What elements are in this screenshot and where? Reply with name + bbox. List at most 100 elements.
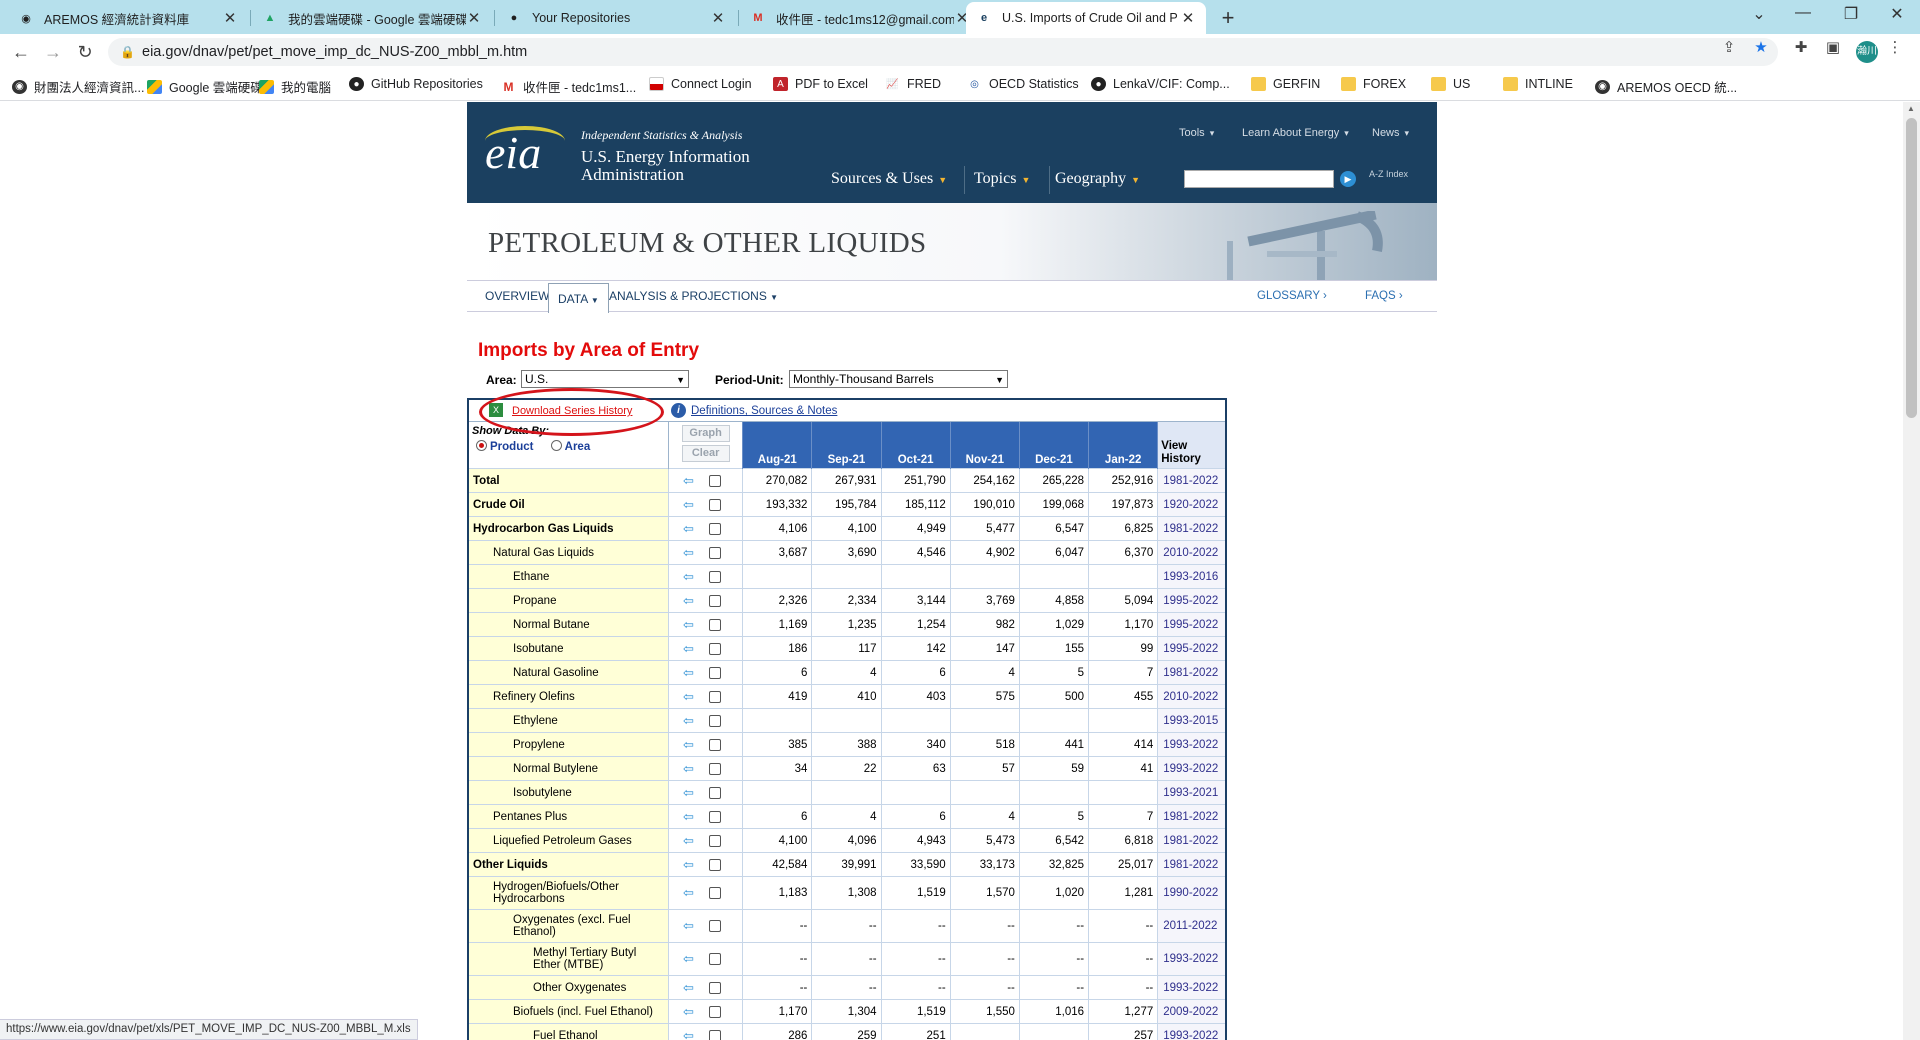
series-arrow-icon[interactable]: ⇦: [683, 784, 694, 800]
view-history-link[interactable]: 1995-2022: [1157, 588, 1225, 613]
graph-checkbox[interactable]: [709, 810, 722, 823]
series-arrow-icon[interactable]: ⇦: [683, 496, 694, 512]
series-arrow-icon[interactable]: ⇦: [683, 808, 694, 824]
view-history-link[interactable]: 1990-2022: [1157, 876, 1225, 910]
series-arrow-icon[interactable]: ⇦: [683, 1003, 694, 1019]
bookmark-item[interactable]: ◎ OECD Statistics: [967, 77, 1078, 91]
clear-button[interactable]: Clear: [681, 445, 730, 462]
graph-checkbox[interactable]: [709, 690, 722, 703]
graph-checkbox[interactable]: [709, 714, 722, 727]
series-arrow-icon[interactable]: ⇦: [683, 760, 694, 776]
graph-button[interactable]: Graph: [681, 425, 730, 442]
tab-overview[interactable]: OVERVIEW: [485, 289, 550, 303]
graph-checkbox[interactable]: [709, 786, 722, 799]
bookmark-item[interactable]: 📈 FRED: [885, 77, 941, 91]
tab-aremos[interactable]: ◉ AREMOS 經濟統計資料庫 ✕: [8, 2, 248, 34]
view-history-link[interactable]: 1993-2021: [1157, 780, 1225, 805]
area-radio[interactable]: [550, 440, 562, 451]
series-arrow-icon[interactable]: ⇦: [683, 885, 694, 900]
series-arrow-icon[interactable]: ⇦: [683, 856, 694, 872]
view-history-link[interactable]: 1993-2016: [1157, 564, 1225, 589]
graph-checkbox[interactable]: [709, 858, 722, 871]
bookmark-item[interactable]: US: [1431, 77, 1470, 91]
view-history-link[interactable]: 1920-2022: [1157, 492, 1225, 517]
graph-checkbox[interactable]: [709, 762, 722, 775]
tab-google-drive[interactable]: ▲ 我的雲端硬碟 - Google 雲端硬碟 ✕: [252, 2, 492, 34]
view-history-link[interactable]: 1981-2022: [1157, 852, 1225, 877]
graph-checkbox[interactable]: [709, 953, 722, 965]
tab-eia-active[interactable]: e U.S. Imports of Crude Oil and P ✕: [966, 2, 1206, 34]
view-history-link[interactable]: 1981-2022: [1157, 660, 1225, 685]
view-history-link[interactable]: 1995-2022: [1157, 636, 1225, 661]
graph-checkbox[interactable]: [709, 1029, 722, 1040]
new-tab-button[interactable]: +: [1221, 5, 1235, 30]
tab-data[interactable]: DATA ▼: [548, 283, 609, 313]
eia-agency-name[interactable]: U.S. Energy Information Administration: [581, 147, 750, 184]
series-arrow-icon[interactable]: ⇦: [683, 688, 694, 704]
bookmark-item[interactable]: Connect Login: [649, 77, 752, 91]
bookmark-item[interactable]: FOREX: [1341, 77, 1406, 91]
restore-icon[interactable]: ❐: [1843, 6, 1859, 23]
close-icon[interactable]: ✕: [223, 10, 237, 27]
graph-checkbox[interactable]: [709, 546, 722, 559]
address-bar[interactable]: 🔒 eia.gov/dnav/pet/pet_move_imp_dc_NUS-Z…: [108, 38, 1778, 66]
series-arrow-icon[interactable]: ⇦: [683, 918, 694, 933]
view-history-link[interactable]: 1995-2022: [1157, 612, 1225, 637]
graph-checkbox[interactable]: [709, 887, 722, 899]
view-history-link[interactable]: 1993-2022: [1157, 942, 1225, 976]
definitions-sources-notes-link[interactable]: Definitions, Sources & Notes: [691, 405, 838, 417]
graph-checkbox[interactable]: [709, 498, 722, 511]
view-history-link[interactable]: 2010-2022: [1157, 684, 1225, 709]
graph-checkbox[interactable]: [709, 920, 722, 932]
graph-checkbox[interactable]: [709, 570, 722, 583]
graph-checkbox[interactable]: [709, 981, 722, 994]
mainnav-sources-uses[interactable]: Sources & Uses ▼: [831, 170, 947, 188]
view-history-link[interactable]: 1981-2022: [1157, 468, 1225, 493]
series-arrow-icon[interactable]: ⇦: [683, 616, 694, 632]
tab-analysis-projections[interactable]: ANALYSIS & PROJECTIONS ▼: [609, 281, 778, 312]
bookmark-item[interactable]: ◉ 財團法人經濟資訊...: [12, 77, 144, 96]
view-history-link[interactable]: 1981-2022: [1157, 516, 1225, 541]
bookmark-item[interactable]: INTLINE: [1503, 77, 1573, 91]
tab-repositories[interactable]: ● Your Repositories ✕: [496, 2, 736, 34]
view-history-link[interactable]: 1993-2022: [1157, 975, 1225, 1000]
close-icon[interactable]: ✕: [955, 10, 969, 27]
glossary-link[interactable]: GLOSSARY ›: [1257, 290, 1327, 302]
scrollbar-thumb[interactable]: [1906, 118, 1917, 418]
close-icon[interactable]: ✕: [711, 10, 725, 27]
close-icon[interactable]: ✕: [1181, 10, 1195, 27]
series-arrow-icon[interactable]: ⇦: [683, 592, 694, 608]
faqs-link[interactable]: FAQS ›: [1365, 290, 1403, 302]
view-history-link[interactable]: 2011-2022: [1157, 909, 1225, 943]
mainnav-geography[interactable]: Geography ▼: [1055, 170, 1140, 188]
az-index-link[interactable]: A-Z Index: [1369, 170, 1408, 179]
bookmark-item[interactable]: ● GitHub Repositories: [349, 77, 483, 91]
side-panel-icon[interactable]: ▣: [1825, 39, 1841, 56]
series-arrow-icon[interactable]: ⇦: [683, 640, 694, 656]
share-icon[interactable]: ⇪: [1722, 39, 1736, 56]
view-history-link[interactable]: 1993-2022: [1157, 756, 1225, 781]
mainnav-topics[interactable]: Topics ▼: [974, 170, 1030, 188]
topnav-tools[interactable]: Tools ▾: [1179, 127, 1214, 139]
minimize-icon[interactable]: —: [1795, 4, 1811, 21]
view-history-link[interactable]: 1981-2022: [1157, 828, 1225, 853]
eia-logo[interactable]: eia: [485, 127, 542, 178]
series-arrow-icon[interactable]: ⇦: [683, 544, 694, 560]
view-history-link[interactable]: 1993-2015: [1157, 708, 1225, 733]
topnav-news[interactable]: News ▾: [1372, 127, 1409, 139]
series-arrow-icon[interactable]: ⇦: [683, 664, 694, 680]
series-arrow-icon[interactable]: ⇦: [683, 520, 694, 536]
close-icon[interactable]: ✕: [467, 10, 481, 27]
extensions-icon[interactable]: ✚: [1794, 39, 1808, 56]
view-history-link[interactable]: 2010-2022: [1157, 540, 1225, 565]
bookmark-star-icon[interactable]: ★: [1754, 39, 1768, 56]
graph-checkbox[interactable]: [709, 522, 722, 535]
profile-avatar[interactable]: 瀚川: [1856, 41, 1878, 63]
view-history-link[interactable]: 1993-2022: [1157, 732, 1225, 757]
graph-checkbox[interactable]: [709, 834, 722, 847]
bookmark-item[interactable]: A PDF to Excel: [773, 77, 868, 91]
bookmark-item[interactable]: M 收件匣 - tedc1ms1...: [501, 77, 637, 96]
tab-search-icon[interactable]: ⌄: [1752, 6, 1766, 23]
graph-checkbox[interactable]: [709, 666, 722, 679]
view-history-link[interactable]: 2009-2022: [1157, 999, 1225, 1024]
